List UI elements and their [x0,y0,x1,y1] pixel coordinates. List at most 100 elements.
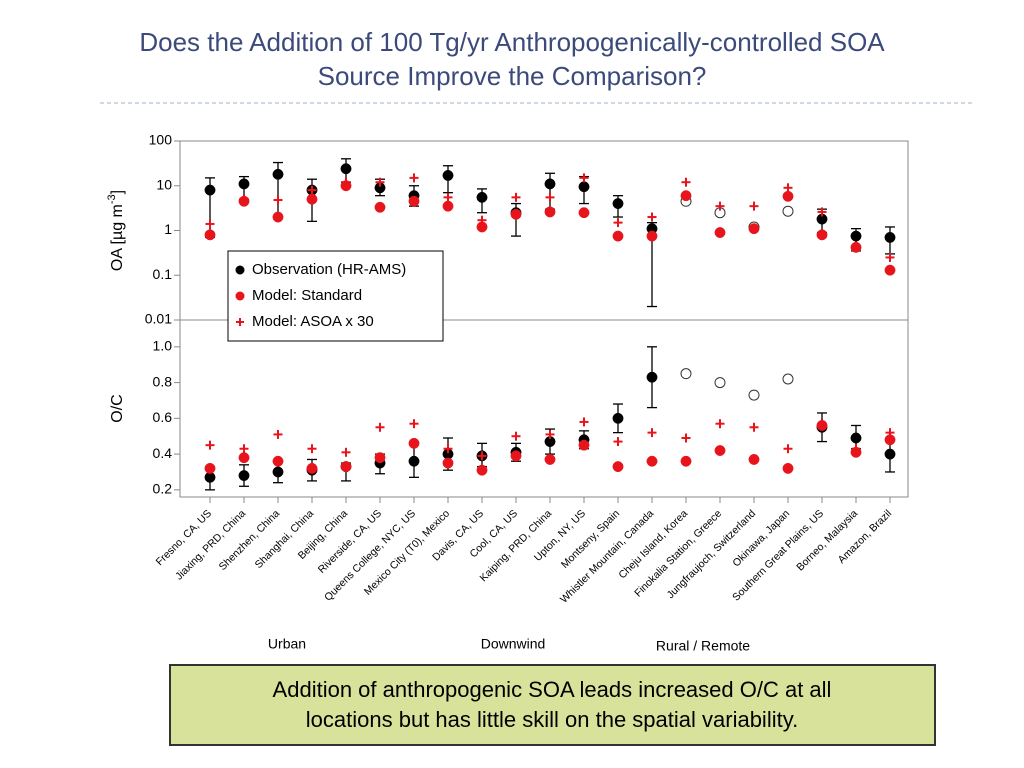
y-axis-label: OA [µg m-3] [106,190,126,271]
point [782,462,794,474]
point [884,448,896,460]
y-tick-label: 0.6 [153,409,173,425]
point [884,264,896,276]
point [680,455,692,467]
point [374,452,386,464]
group-label: Downwind [481,636,546,652]
plus-marker [443,192,453,202]
plus-marker [749,422,759,432]
plus-marker [647,428,657,438]
point [884,231,896,243]
point [408,455,420,467]
plus-marker [851,444,861,454]
plus-marker [579,173,589,183]
plus-marker [307,444,317,454]
point [748,223,760,235]
point [306,193,318,205]
plus-marker [477,451,487,461]
legend-box [227,250,444,342]
plus-marker [647,212,657,222]
y-axis-label-part: O/C [109,394,126,422]
plus-marker [749,201,759,211]
y-tick-label: 0.01 [145,311,172,327]
point [442,200,454,212]
plus-marker [885,428,895,438]
point [238,178,250,190]
point [612,198,624,210]
point [476,464,488,476]
legend-label: Model: Standard [252,287,362,304]
point [612,412,624,424]
legend-swatch [235,265,245,275]
y-tick-label: 100 [149,132,173,148]
y-axis-label-part: ] [109,190,126,194]
plus-marker [511,431,521,441]
point [578,439,590,451]
point [408,437,420,449]
plus-marker [409,173,419,183]
y-tick-label: 1.0 [153,338,173,354]
y-tick-label: 0.4 [153,445,173,461]
plus-marker [613,437,623,447]
plus-marker [511,192,521,202]
plus-marker [205,440,215,450]
legend-label: Observation (HR-AMS) [252,261,406,278]
point [272,455,284,467]
point [442,457,454,469]
legend-swatch [235,291,245,301]
point [680,368,692,380]
point [340,163,352,175]
point [816,229,828,241]
plus-marker [375,422,385,432]
y-tick-label: 0.1 [153,266,173,282]
y-tick-label: 0.2 [153,481,173,497]
y-tick-label: 10 [156,176,172,192]
note-box [169,664,936,746]
point [204,462,216,474]
point [714,377,726,389]
note-line: Addition of anthropogenic SOA leads incr… [273,677,832,702]
plus-marker [409,419,419,429]
point [544,454,556,465]
point [204,229,216,241]
plus-marker [273,195,283,205]
plus-marker [681,177,691,187]
point [714,445,726,456]
plus-marker [341,447,351,457]
point [578,181,590,193]
y-axis-label: O/C [109,394,126,422]
point [374,201,386,213]
plus-marker [545,192,555,202]
plus-marker [715,419,725,429]
point [782,373,794,385]
y-tick-label: 1 [164,221,172,237]
group-label: Rural / Remote [656,638,750,654]
point [646,371,658,383]
plus-marker [579,417,589,427]
point [612,461,624,473]
plus-marker [851,241,861,251]
point [442,169,454,181]
plus-marker [341,177,351,187]
title-line: Does the Addition of 100 Tg/yr Anthropog… [139,27,885,57]
plus-marker [715,201,725,211]
point [748,454,760,465]
y-axis-label-part: OA [µg m [109,204,126,271]
plus-marker [239,194,249,204]
plus-marker [613,218,623,228]
point [748,389,760,401]
title-line: Source Improve the Comparison? [318,61,707,91]
point [850,432,862,444]
point [680,190,692,202]
point [272,211,284,223]
plus-marker [239,444,249,454]
point [238,452,250,464]
plus-marker [205,219,215,229]
point [612,230,624,242]
plus-marker [375,177,385,187]
point [544,178,556,190]
point [544,206,556,218]
plus-marker [273,429,283,439]
